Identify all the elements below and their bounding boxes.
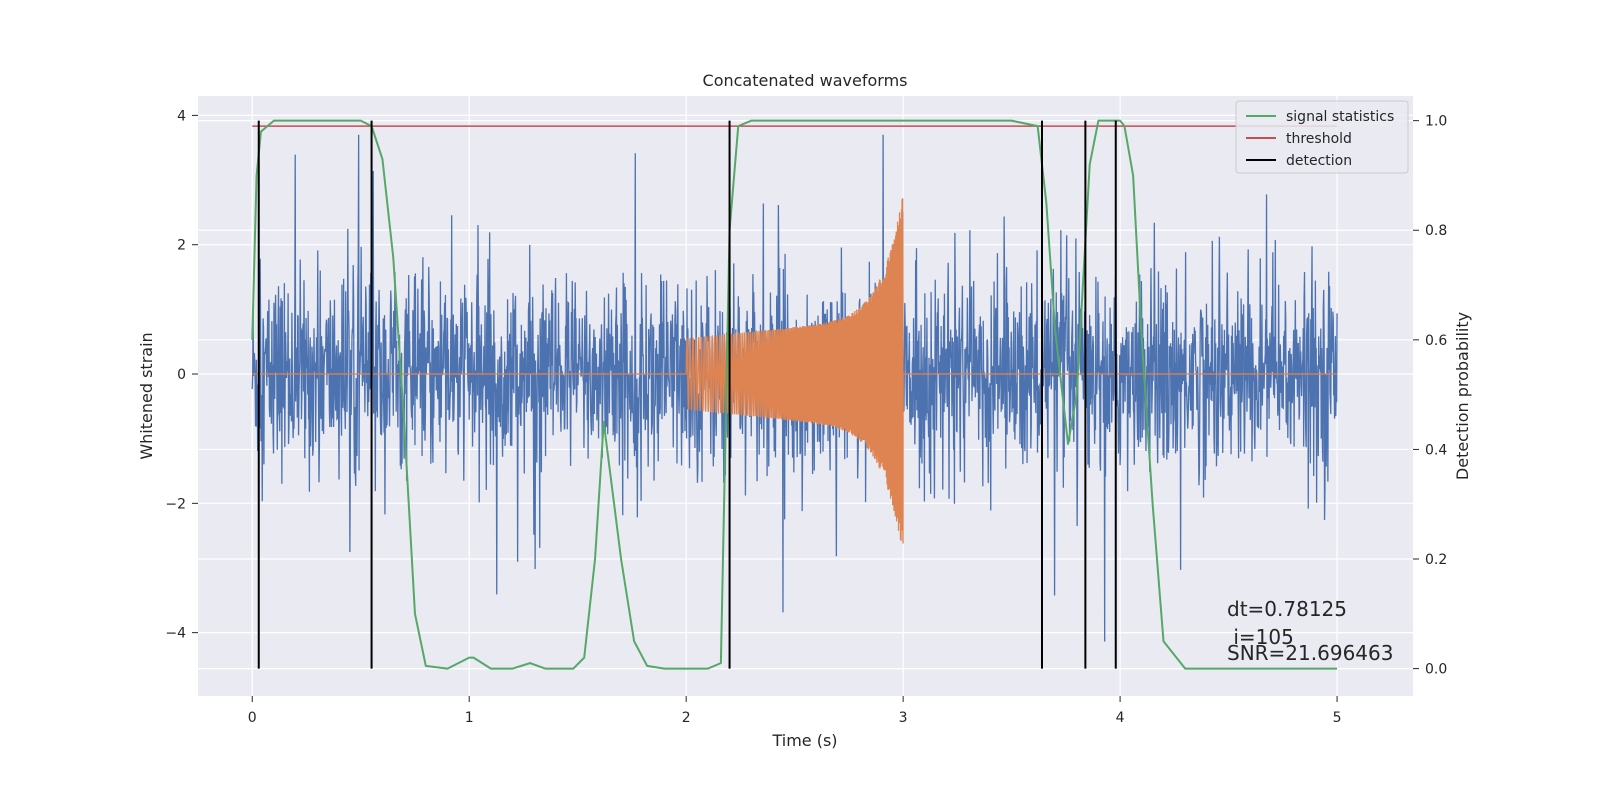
y-tick-label: 0	[177, 367, 186, 383]
x-tick-label: 2	[682, 710, 691, 726]
y2-tick-label: 0.0	[1425, 662, 1447, 678]
annotation-index: i=105	[1227, 625, 1294, 649]
x-tick-label: 0	[248, 710, 257, 726]
x-tick-label: 5	[1333, 710, 1342, 726]
x-tick-label: 1	[465, 710, 474, 726]
legend-label-signal-statistics: signal statistics	[1286, 109, 1394, 125]
legend-label-threshold: threshold	[1286, 131, 1352, 147]
y2-tick-label: 0.8	[1425, 223, 1447, 239]
annotation-snr: SNR=21.696463	[1227, 641, 1393, 665]
series-chirp-line	[252, 198, 1338, 544]
y-tick-label: −4	[165, 626, 186, 642]
ticks: 0 1 2 3 4 5 −4 −2 0 2 4 0.0 0.2 0.4 0.6 0.8 1.0	[165, 108, 1447, 726]
x-tick-label: 4	[1116, 710, 1125, 726]
legend-label-detection: detection	[1286, 153, 1352, 169]
y2-tick-label: 0.4	[1425, 442, 1447, 458]
legend-box	[1235, 100, 1409, 174]
y2-tick-label: 1.0	[1425, 114, 1447, 130]
y-axis-label: Whitened strain	[137, 332, 156, 459]
y2-tick-label: 0.6	[1425, 333, 1447, 349]
legend: signal statistics threshold detection	[1235, 100, 1409, 174]
chart-title: Concatenated waveforms	[703, 71, 908, 90]
y-tick-label: 4	[177, 108, 186, 124]
y-tick-label: 2	[177, 238, 186, 254]
x-axis-label: Time (s)	[771, 731, 837, 750]
y2-tick-label: 0.2	[1425, 552, 1447, 568]
annotation-dt: dt=0.78125	[1227, 597, 1347, 621]
series-signal-statistics-line	[251, 119, 1338, 670]
series-layer	[251, 119, 1338, 670]
y-tick-label: −2	[165, 496, 186, 512]
x-tick-label: 3	[899, 710, 908, 726]
y2-axis-label: Detection probability	[1453, 312, 1472, 480]
